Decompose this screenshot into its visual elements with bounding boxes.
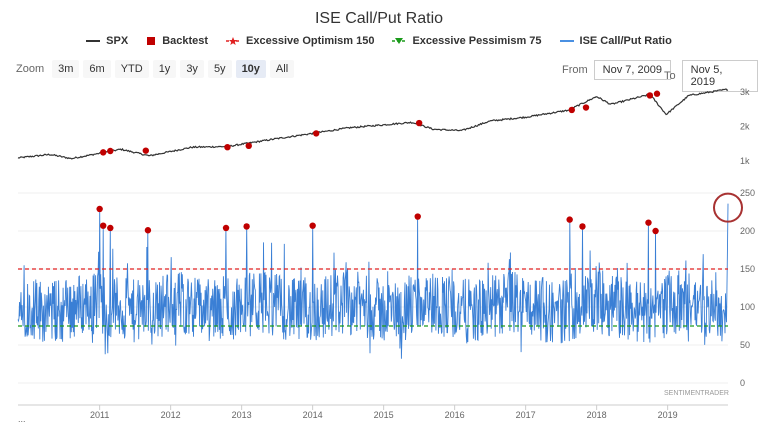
legend-ratio-label: ISE Call/Put Ratio [579, 35, 672, 47]
zoom-10y-button[interactable]: 10y [235, 60, 266, 78]
legend-optimism-star-icon [226, 37, 241, 45]
spx-backtest-point[interactable] [415, 119, 423, 127]
legend-pessimism-label: Excessive Pessimism 75 [412, 35, 542, 47]
spx-line [17, 88, 729, 160]
ratio-y-tick-0: 0 [740, 378, 745, 388]
zoom-3m-button[interactable]: 3m [52, 60, 80, 78]
spx-backtest-point[interactable] [107, 147, 114, 155]
x-tick-2015: 2015 [374, 410, 394, 420]
legend-pessimism-triangle-icon [392, 38, 407, 44]
spx-backtest-point[interactable] [582, 104, 590, 111]
spx-y-tick-2k: 2k [740, 122, 750, 132]
range-from-input[interactable]: Nov 7, 2009 [593, 60, 671, 80]
ratio-backtest-point[interactable] [243, 223, 250, 230]
range-to-label: To [664, 70, 676, 82]
zoom-3y-button[interactable]: 3y [180, 60, 204, 78]
spx-backtest-point[interactable] [142, 147, 149, 154]
ratio-line [17, 203, 729, 359]
legend: SPX Backtest Excessive Optimism 150 Exce… [0, 35, 758, 47]
x-tick-2014: 2014 [303, 410, 323, 420]
legend-spx-line-icon [86, 40, 101, 42]
range-from: From Nov 7, 2009 [562, 60, 671, 80]
spx-backtest-point[interactable] [245, 142, 252, 150]
ratio-backtest-point[interactable] [566, 216, 573, 223]
range-to: To Nov 5, 2019 [664, 60, 758, 92]
zoom-ytd-button[interactable]: YTD [114, 60, 149, 78]
spx-backtest-point[interactable] [100, 149, 107, 156]
ratio-backtest-point[interactable] [579, 223, 586, 230]
legend-backtest-square-icon [147, 37, 156, 45]
watermark: SENTIMENTRADER [664, 390, 729, 397]
spx-backtest-point[interactable] [313, 130, 320, 137]
zoom-5y-button[interactable]: 5y [207, 60, 232, 78]
ratio-y-tick-200: 200 [740, 226, 755, 236]
legend-spx[interactable]: SPX [86, 35, 128, 47]
legend-backtest-label: Backtest [162, 35, 209, 47]
spx-y-tick-3k: 3k [740, 87, 750, 97]
ratio-y-tick-150: 150 [740, 264, 755, 274]
chart-title: ISE Call/Put Ratio [314, 10, 444, 27]
spx-backtest-point[interactable] [224, 144, 231, 151]
x-axis-start-label: ... [18, 414, 26, 424]
ratio-backtest-point[interactable] [144, 227, 152, 234]
ratio-y-tick-100: 100 [740, 302, 755, 312]
spx-backtest-point[interactable] [568, 106, 575, 114]
legend-ratio-line-icon [559, 40, 574, 42]
x-tick-2013: 2013 [232, 410, 252, 420]
legend-optimism[interactable]: Excessive Optimism 150 [226, 35, 374, 47]
zoom-controls: Zoom 3m 6m YTD 1y 3y 5y 10y All [16, 60, 295, 78]
zoom-label: Zoom [16, 63, 45, 75]
spx-backtest-point[interactable] [653, 90, 661, 97]
ratio-backtest-point[interactable] [107, 224, 114, 232]
x-tick-2016: 2016 [445, 410, 465, 420]
ratio-backtest-point[interactable] [100, 222, 107, 229]
x-tick-2019: 2019 [658, 410, 678, 420]
legend-optimism-label: Excessive Optimism 150 [246, 35, 375, 47]
zoom-1y-button[interactable]: 1y [152, 60, 177, 78]
ratio-backtest-point[interactable] [645, 219, 652, 226]
ratio-backtest-point[interactable] [652, 227, 659, 235]
range-to-input[interactable]: Nov 5, 2019 [681, 60, 758, 92]
ratio-backtest-point[interactable] [222, 224, 230, 232]
ratio-y-tick-50: 50 [740, 340, 750, 350]
ratio-y-tick-250: 250 [740, 188, 755, 198]
spx-backtest-point[interactable] [646, 92, 654, 99]
x-tick-2011: 2011 [90, 410, 109, 420]
zoom-all-button[interactable]: All [269, 60, 295, 78]
spx-y-tick-1k: 1k [740, 156, 750, 166]
x-tick-2018: 2018 [587, 410, 607, 420]
ratio-backtest-point[interactable] [309, 222, 316, 229]
x-tick-2012: 2012 [161, 410, 181, 420]
range-from-label: From [562, 64, 588, 76]
ratio-backtest-point[interactable] [414, 213, 421, 220]
legend-pessimism[interactable]: Excessive Pessimism 75 [392, 35, 542, 47]
legend-ratio[interactable]: ISE Call/Put Ratio [559, 35, 672, 47]
ratio-backtest-point[interactable] [96, 205, 103, 213]
zoom-6m-button[interactable]: 6m [83, 60, 111, 78]
legend-backtest[interactable]: Backtest [146, 35, 208, 47]
highlight-circle [713, 192, 743, 223]
x-tick-2017: 2017 [516, 410, 536, 420]
legend-spx-label: SPX [106, 35, 129, 47]
